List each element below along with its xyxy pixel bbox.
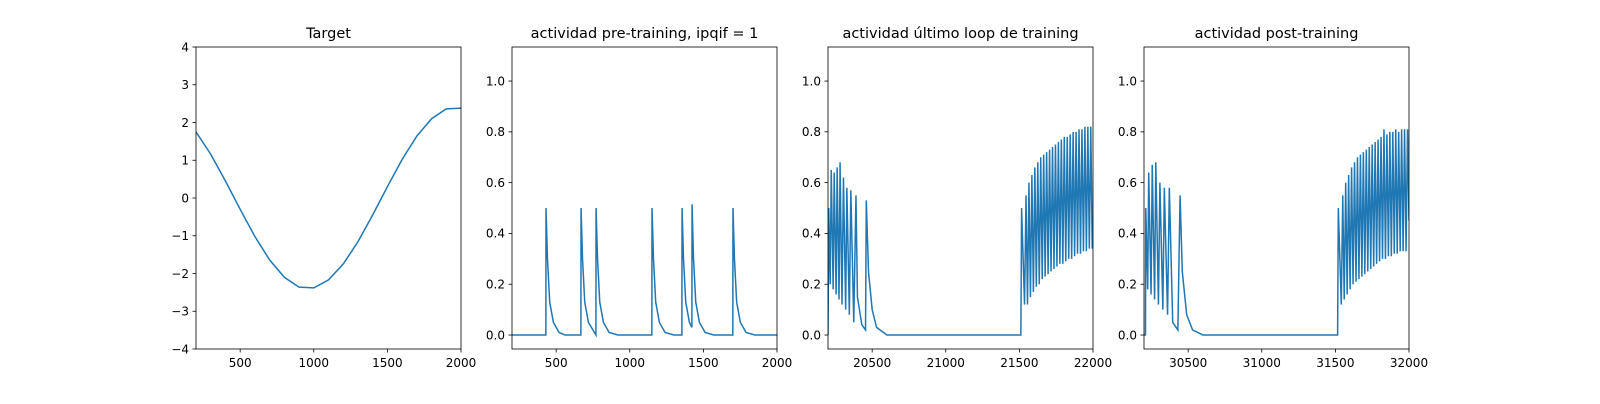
- y-tick-label: 0.4: [486, 227, 505, 241]
- x-tick-label: 21500: [1000, 356, 1038, 370]
- y-tick-label: 0.2: [1118, 278, 1137, 292]
- chart-title: actividad post-training: [1195, 26, 1359, 42]
- y-tick-label: 0.8: [486, 125, 505, 139]
- x-tick-label: 1000: [299, 356, 330, 370]
- y-tick-label: 0.0: [486, 328, 505, 342]
- data-line: [828, 126, 1093, 336]
- y-tick-label: −3: [171, 305, 189, 319]
- chart-title: actividad último loop de training: [842, 26, 1078, 42]
- y-tick-label: −2: [171, 267, 189, 281]
- x-tick-label: 1000: [615, 356, 646, 370]
- y-tick-label: −1: [171, 229, 189, 243]
- x-tick-label: 20500: [853, 356, 891, 370]
- y-tick-label: 0.8: [1118, 125, 1137, 139]
- y-tick-label: 1.0: [1118, 74, 1137, 88]
- y-tick-label: 0.4: [802, 227, 821, 241]
- axes-frame: [195, 46, 462, 350]
- y-tick-label: 0.0: [1118, 328, 1137, 342]
- axes-frame: [511, 46, 778, 350]
- y-tick-label: 1.0: [802, 74, 821, 88]
- x-tick-label: 30500: [1169, 356, 1207, 370]
- x-tick-label: 1500: [688, 356, 719, 370]
- y-tick-label: 0.8: [802, 125, 821, 139]
- chart-title: Target: [305, 26, 351, 42]
- axes-frame: [827, 46, 1094, 350]
- y-tick-label: −4: [171, 342, 189, 356]
- y-tick-label: 0: [181, 191, 189, 205]
- x-tick-label: 22000: [1074, 356, 1112, 370]
- y-tick-label: 1: [181, 154, 189, 168]
- x-tick-label: 1500: [372, 356, 403, 370]
- y-tick-label: 0.6: [1118, 176, 1137, 190]
- axes-frame: [1143, 46, 1410, 350]
- y-tick-label: 0.6: [486, 176, 505, 190]
- x-tick-label: 2000: [762, 356, 793, 370]
- x-tick-label: 21000: [927, 356, 965, 370]
- x-tick-label: 2000: [446, 356, 477, 370]
- data-line: [196, 107, 461, 289]
- data-line: [512, 204, 777, 338]
- data-line: [1144, 129, 1409, 336]
- x-tick-label: 31000: [1243, 356, 1281, 370]
- y-tick-label: 0.2: [486, 278, 505, 292]
- x-tick-label: 500: [229, 356, 252, 370]
- x-tick-label: 31500: [1316, 356, 1354, 370]
- x-tick-label: 500: [545, 356, 568, 370]
- y-tick-label: 0.2: [802, 278, 821, 292]
- y-tick-label: 1.0: [486, 74, 505, 88]
- chart-title: actividad pre-training, ipqif = 1: [531, 26, 759, 42]
- x-tick-label: 32000: [1390, 356, 1428, 370]
- y-tick-label: 0.4: [1118, 227, 1137, 241]
- y-tick-label: 0.6: [802, 176, 821, 190]
- y-tick-label: 2: [181, 116, 189, 130]
- y-tick-label: 3: [181, 78, 189, 92]
- y-tick-label: 0.0: [802, 328, 821, 342]
- y-tick-label: 4: [181, 40, 189, 54]
